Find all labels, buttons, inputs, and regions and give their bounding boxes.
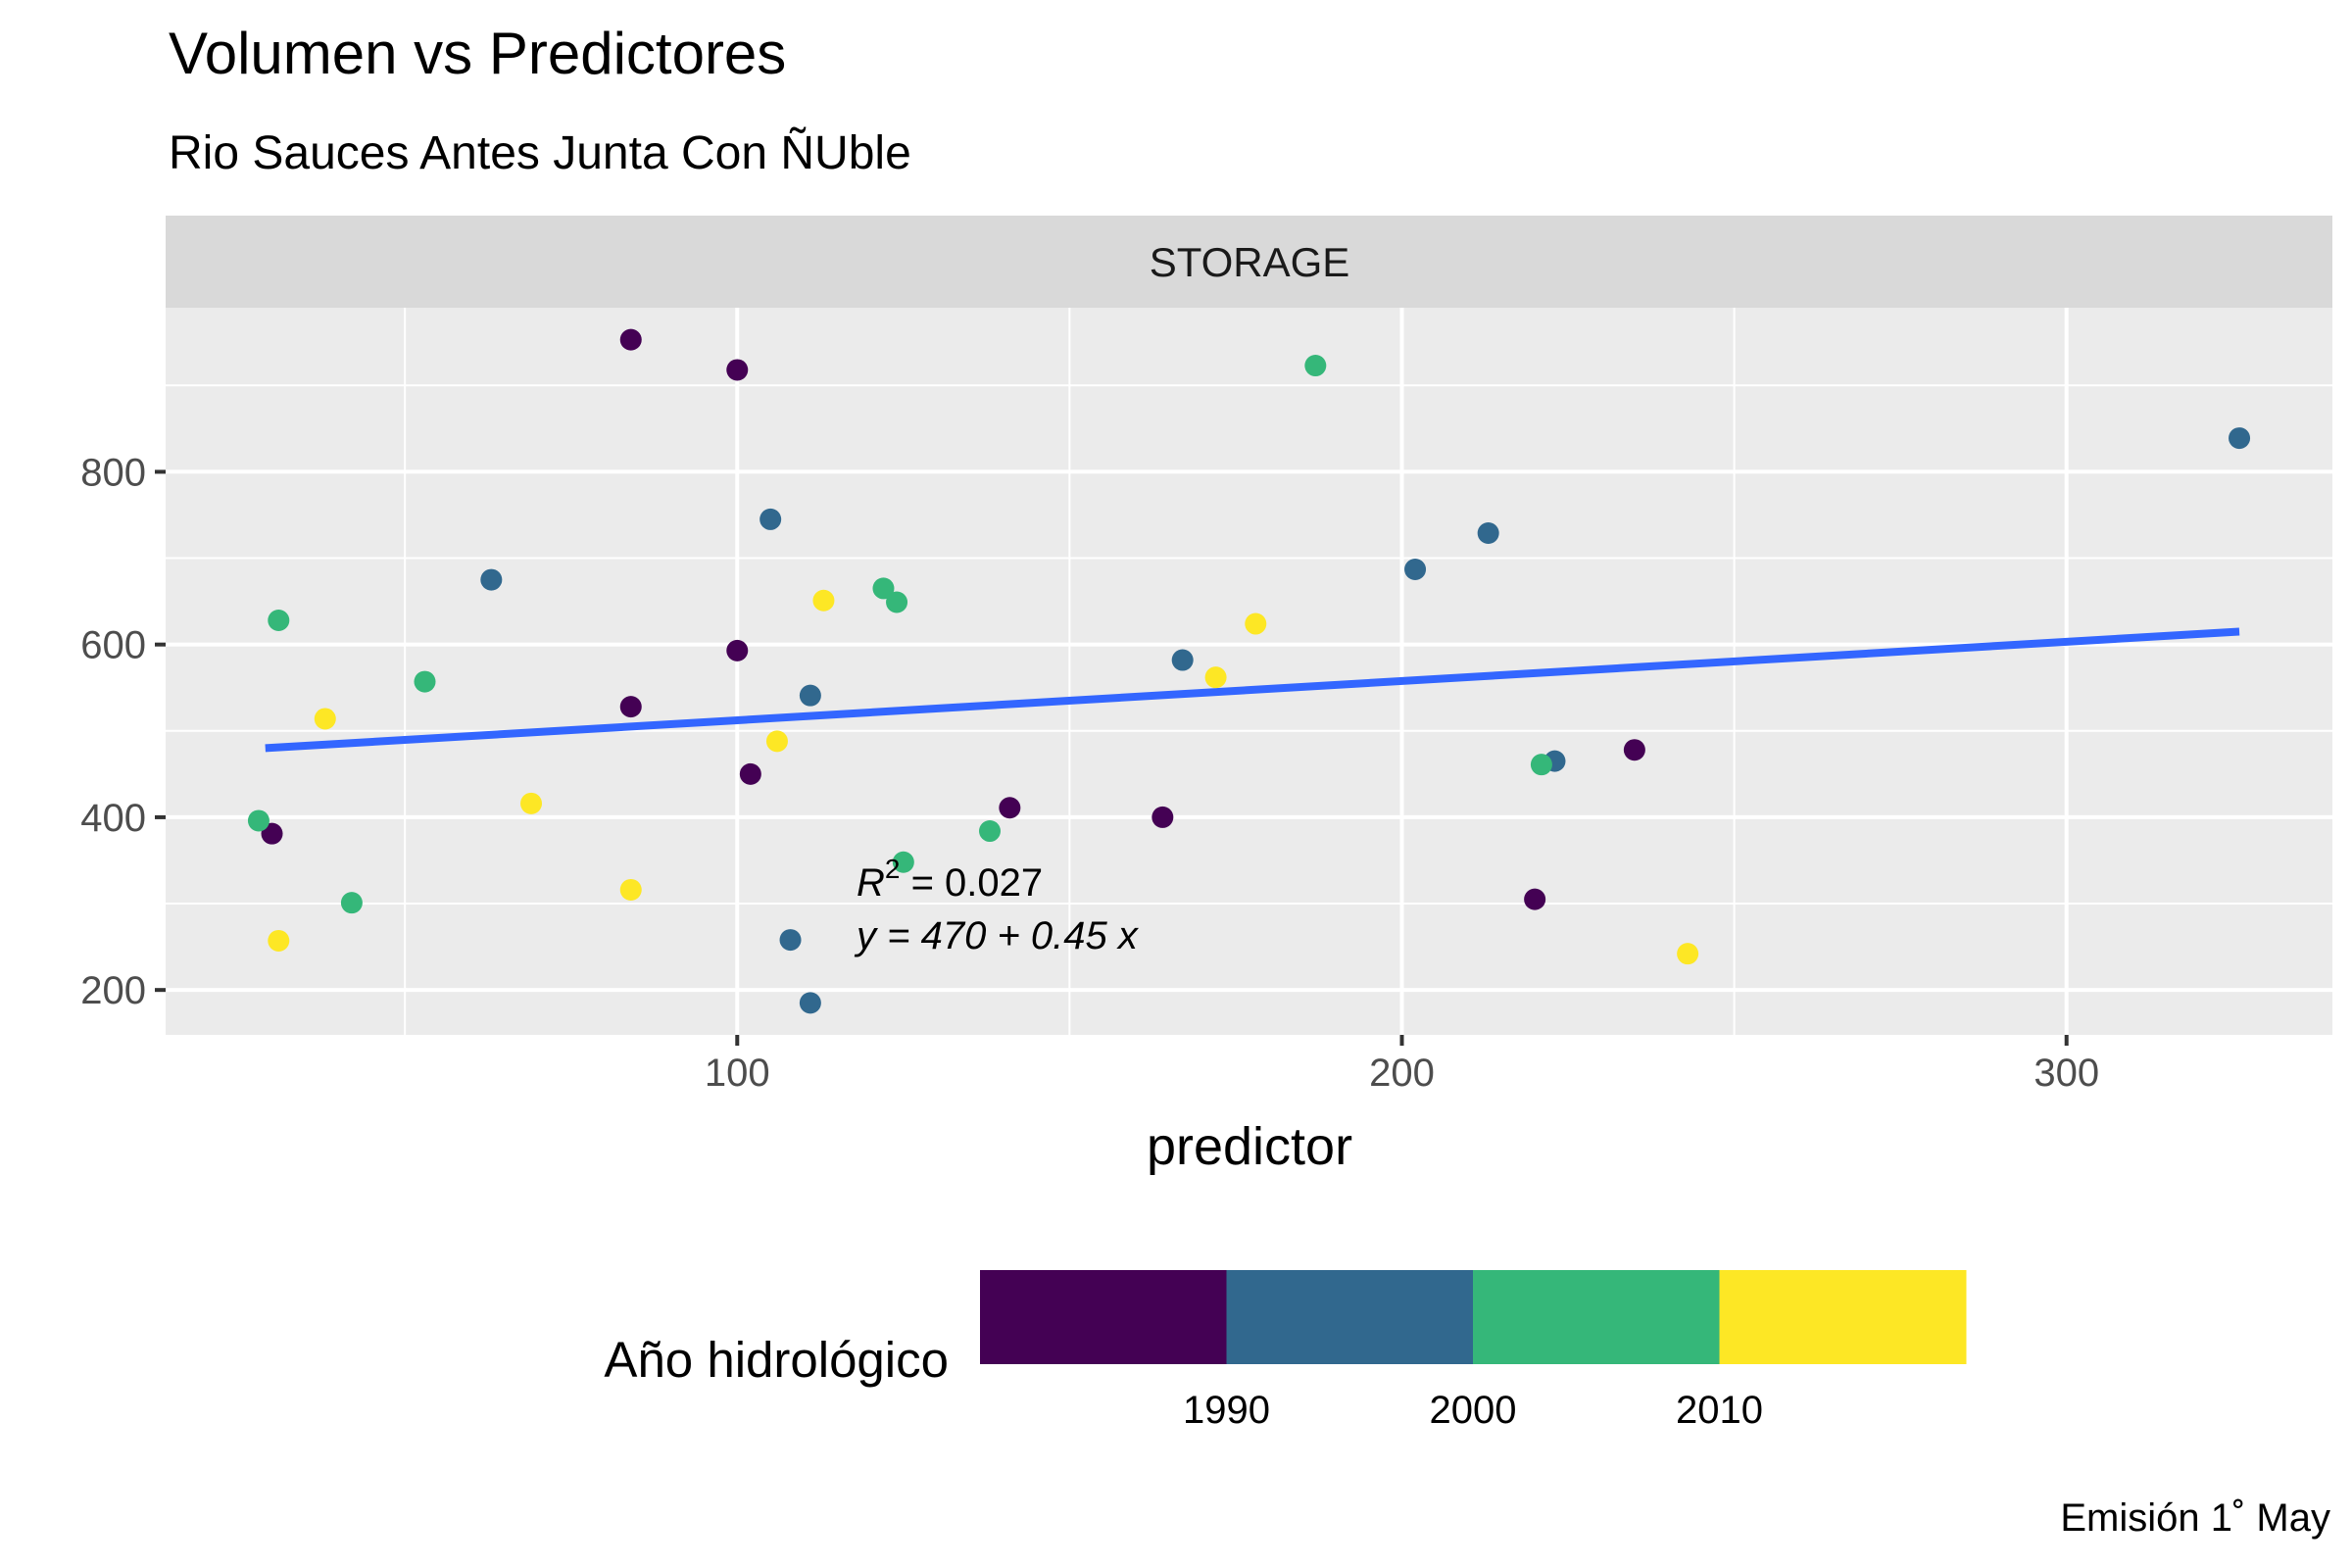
x-tick-label: 300 <box>2034 1052 2099 1095</box>
y-tick-label: 400 <box>80 797 146 840</box>
data-point <box>892 851 914 873</box>
legend-bin <box>980 1270 1227 1364</box>
data-point <box>726 639 749 662</box>
x-tick-label: 200 <box>1369 1052 1435 1095</box>
data-point <box>978 820 1001 843</box>
data-point <box>1304 355 1327 377</box>
data-point <box>2229 427 2251 450</box>
data-point <box>799 684 821 707</box>
data-point <box>1171 649 1194 671</box>
r2-superscript: 2 <box>885 854 901 884</box>
facet-label: STORAGE <box>1150 239 1350 285</box>
data-point <box>619 696 642 718</box>
y-tick-labels: 200 400 600 800 <box>80 451 146 1012</box>
axis-ticks <box>155 469 2069 1046</box>
data-point <box>619 878 642 901</box>
regression-equation: y = 470 + 0.45 x <box>854 914 1140 957</box>
data-point <box>739 762 761 785</box>
data-point <box>480 568 503 591</box>
legend-bin <box>1719 1270 1967 1364</box>
legend-label: 2000 <box>1430 1389 1517 1432</box>
data-points <box>247 328 2251 1014</box>
legend-label: 1990 <box>1183 1389 1270 1432</box>
data-point <box>520 792 543 814</box>
legend-label: 2010 <box>1676 1389 1763 1432</box>
data-point <box>314 708 336 730</box>
regression-annotation: R2 = 0.027 y = 470 + 0.45 x <box>854 854 1140 957</box>
x-tick-label: 100 <box>705 1052 770 1095</box>
data-point <box>1204 666 1227 689</box>
chart-caption: Emisión 1˚ May <box>2060 1496 2330 1540</box>
x-tick-labels: 100 200 300 <box>705 1052 2099 1095</box>
data-point <box>999 797 1021 819</box>
data-point <box>247 809 270 832</box>
facet-strip <box>166 216 2332 308</box>
y-tick-label: 200 <box>80 969 146 1012</box>
data-point <box>340 892 363 914</box>
data-point <box>619 328 642 351</box>
data-point <box>268 610 290 632</box>
y-tick-label: 600 <box>80 624 146 667</box>
regression-line <box>265 627 2240 753</box>
data-point <box>812 589 835 612</box>
data-point <box>760 508 782 530</box>
data-point <box>886 591 908 613</box>
data-point <box>1404 559 1427 581</box>
legend-title: Año hidrológico <box>604 1332 949 1388</box>
data-point <box>799 992 821 1014</box>
data-point <box>414 670 436 693</box>
data-point <box>1245 612 1267 635</box>
legend-bin <box>1473 1270 1720 1364</box>
chart-subtitle: Rio Sauces Antes Junta Con ÑUble <box>169 126 911 179</box>
data-point <box>1524 888 1546 910</box>
r2-value: = 0.027 <box>900 861 1043 905</box>
chart-title: Volumen vs Predictores <box>169 21 786 86</box>
svg-text:R2 = 0.027: R2 = 0.027 <box>857 854 1043 905</box>
data-point <box>765 730 788 753</box>
data-point <box>1477 522 1499 545</box>
data-point <box>872 577 895 600</box>
data-point <box>1623 739 1645 761</box>
plot-panel <box>166 308 2332 1035</box>
data-point <box>1530 754 1552 776</box>
data-point <box>261 822 283 845</box>
data-point <box>1677 943 1699 965</box>
legend-colorbar <box>980 1270 1967 1364</box>
r2-symbol: R <box>857 861 885 905</box>
y-tick-label: 800 <box>80 451 146 494</box>
data-point <box>268 929 290 952</box>
data-point <box>779 929 802 952</box>
data-point <box>1152 806 1174 828</box>
x-axis-title: predictor <box>1147 1117 1352 1176</box>
data-point <box>726 359 749 381</box>
legend-bin <box>1226 1270 1474 1364</box>
legend-labels: 1990 2000 2010 <box>1183 1389 1763 1432</box>
